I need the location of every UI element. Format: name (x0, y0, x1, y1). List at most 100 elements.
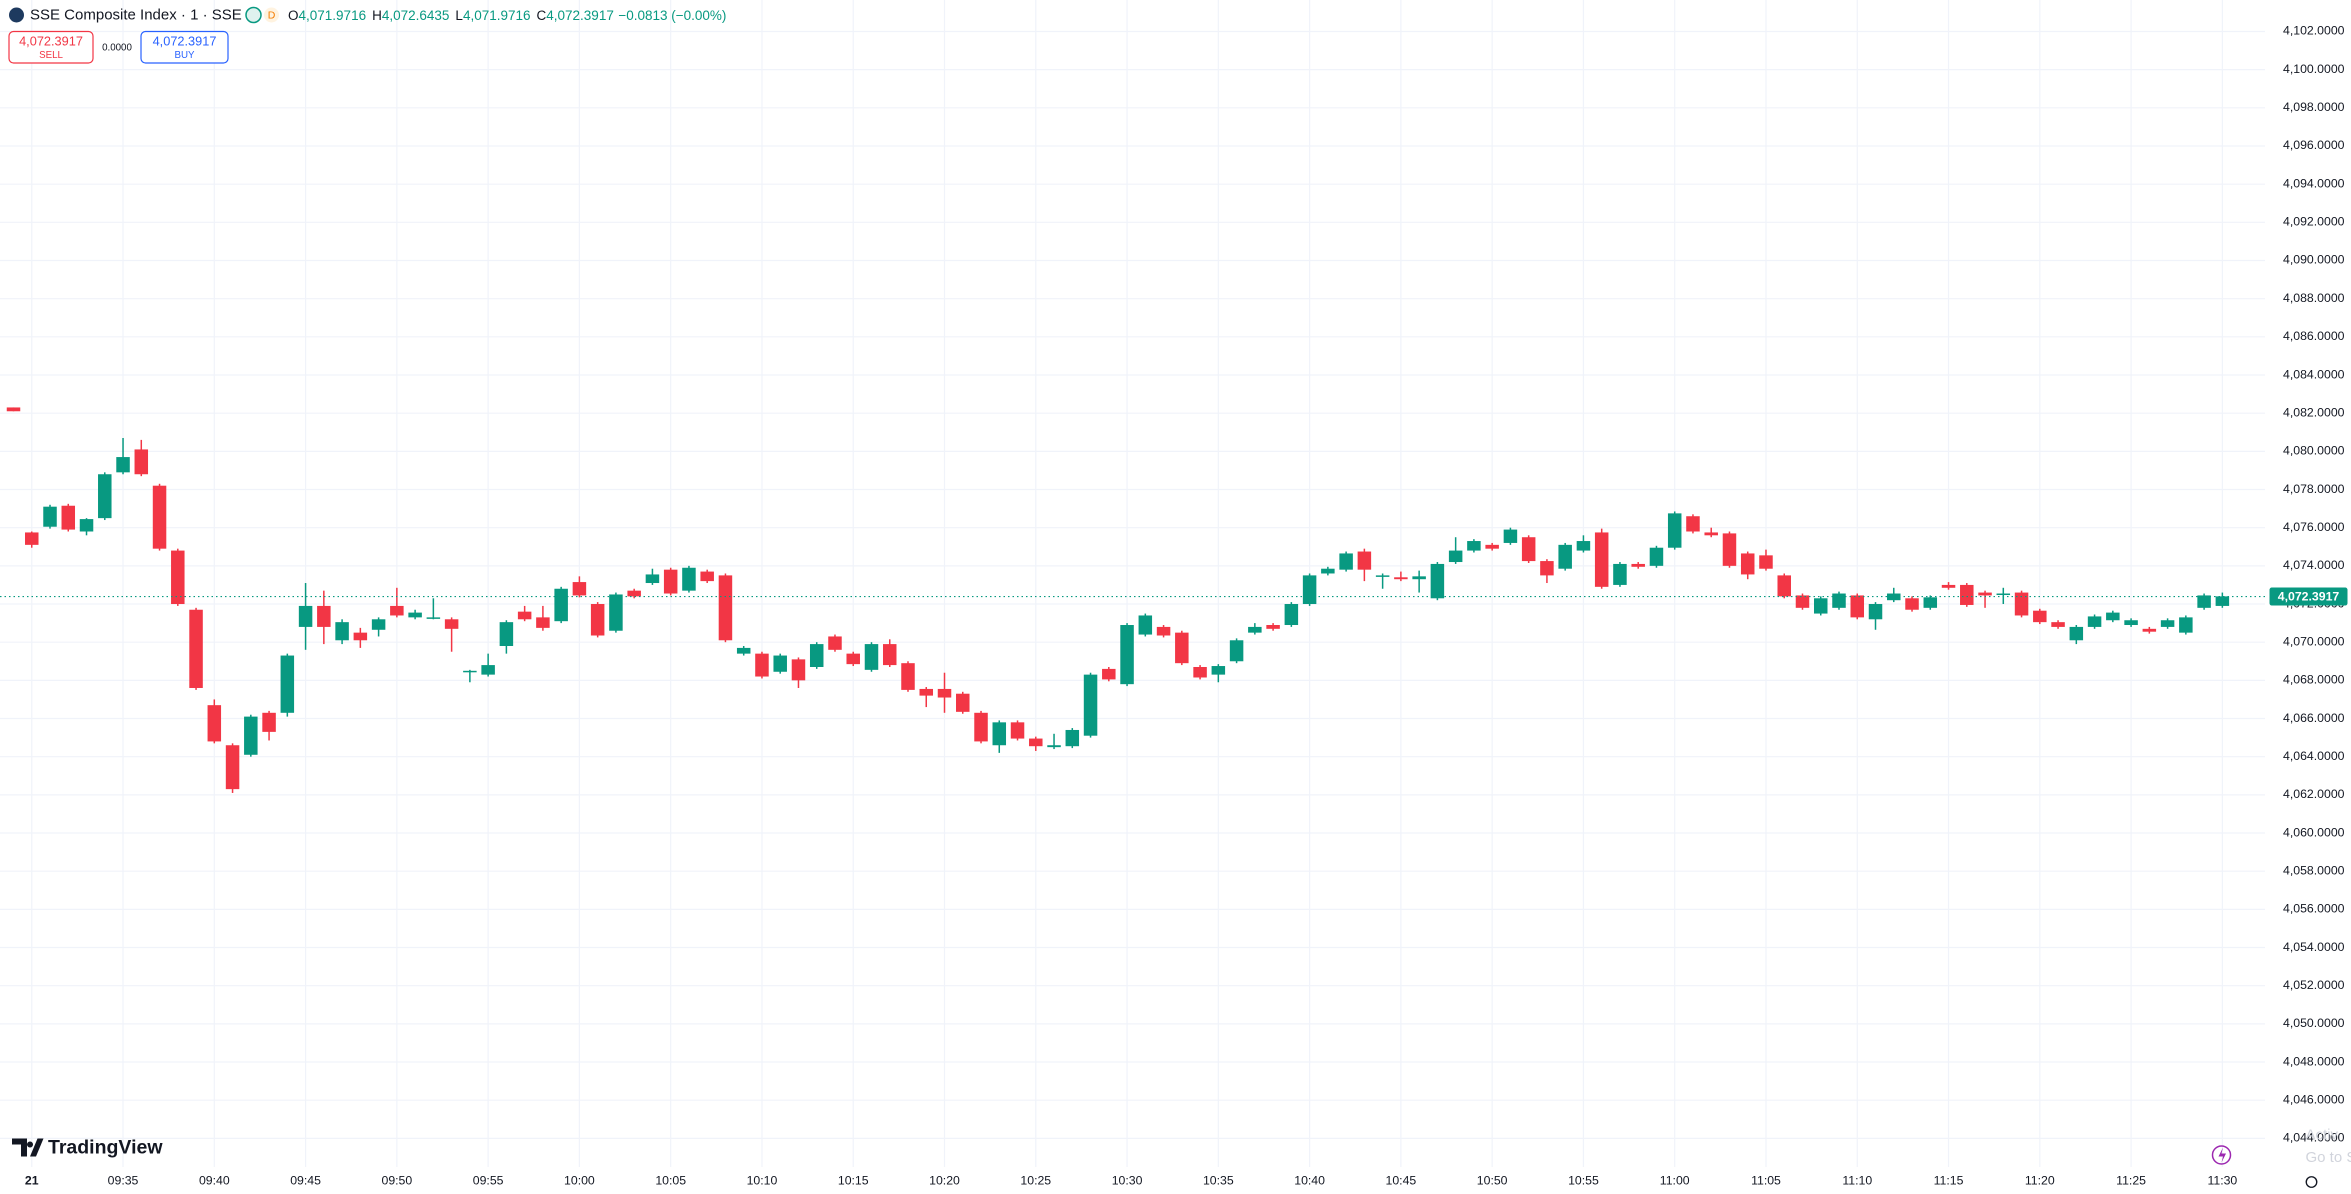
candle-body (2124, 620, 2138, 626)
x-tick-label: 10:40 (1294, 1174, 1325, 1188)
x-tick-label: 10:35 (1203, 1174, 1234, 1188)
y-tick-label: 4,062.0000 (2283, 787, 2345, 801)
candle-body (1065, 729, 1080, 747)
candle-body (1576, 541, 1591, 551)
candle-body (317, 605, 331, 627)
x-tick-label: 09:35 (108, 1174, 139, 1188)
sell-price: 4,072.3917 (19, 33, 83, 48)
candle-body (1467, 541, 1481, 551)
x-tick-label: 11:10 (1842, 1174, 1872, 1188)
candle-body (1960, 584, 1974, 605)
y-tick-label: 4,088.0000 (2283, 291, 2345, 305)
y-tick-label: 4,046.0000 (2283, 1092, 2345, 1106)
x-tick-label: 10:50 (1477, 1174, 1508, 1188)
candle-body (2106, 612, 2120, 621)
candle-body (134, 449, 149, 475)
candle-body (736, 647, 751, 654)
settings-button[interactable] (2305, 1176, 2318, 1188)
candle-body (1156, 626, 1171, 636)
candle-body (718, 575, 733, 641)
candle-body (554, 588, 568, 622)
candle-body (1686, 516, 1700, 532)
candle-body (1631, 563, 1645, 567)
candle-body (536, 617, 550, 628)
y-tick-label: 4,100.0000 (2283, 62, 2345, 76)
candle-body (700, 571, 714, 582)
candle-body (1868, 604, 1883, 620)
symbol-title[interactable]: SSE Composite Index · 1 · SSE (30, 7, 242, 24)
candle-body (1430, 563, 1445, 599)
x-tick-label: 10:10 (747, 1174, 778, 1188)
candle-body (25, 532, 39, 545)
sell-button[interactable] (8, 30, 94, 64)
y-tick-label: 4,080.0000 (2283, 444, 2345, 458)
candle-body (2033, 610, 2047, 623)
candle-body (1083, 674, 1098, 736)
brand-logo (12, 1138, 44, 1157)
candle-body (2069, 626, 2084, 641)
candle-body (572, 582, 587, 596)
candle-body (1266, 625, 1280, 629)
candle-body (481, 665, 495, 675)
candle-body (463, 670, 477, 673)
candle-body (882, 644, 897, 666)
candle-body (1339, 553, 1353, 570)
x-tick-label: 09:55 (473, 1174, 504, 1188)
y-tick-label: 4,064.0000 (2283, 749, 2345, 763)
lightning-icon (2218, 1147, 2227, 1163)
candle-body (98, 474, 112, 519)
candle-body (1302, 575, 1317, 605)
buy-button[interactable] (140, 30, 229, 64)
candle-body (116, 457, 130, 473)
candle-body (79, 519, 94, 532)
candle-body (1412, 576, 1426, 580)
x-tick-label: 10:20 (929, 1174, 960, 1188)
candle-body (682, 567, 696, 591)
candle-body (755, 653, 769, 677)
y-tick-label: 4,098.0000 (2283, 100, 2345, 114)
candle-body (2087, 616, 2102, 627)
candle-body (1211, 666, 1226, 675)
x-tick-label: 10:55 (1568, 1174, 1599, 1188)
y-tick-label: 4,044.0000 (2283, 1131, 2345, 1145)
ohlc-key: C (537, 7, 547, 22)
ohlc-key: O (288, 7, 299, 22)
x-tick-label: 10:05 (655, 1174, 686, 1188)
candle-body (353, 632, 368, 641)
candle-body (663, 569, 678, 594)
candle-body (1978, 592, 1992, 596)
x-tick-label: 10:30 (1112, 1174, 1143, 1188)
candle-body (444, 619, 459, 629)
candle-body (1887, 593, 1901, 601)
candle-body (1996, 593, 2011, 596)
candle-body (1649, 547, 1664, 566)
x-tick-label: 11:30 (2207, 1174, 2237, 1188)
y-tick-label: 4,086.0000 (2283, 329, 2345, 343)
candle-body (244, 716, 258, 755)
ohlc-value: 4,072.6435 (382, 7, 450, 22)
candle-body (1905, 598, 1919, 610)
candle-body (1503, 529, 1518, 543)
ohlc-value: 4,071.9716 (299, 7, 367, 22)
candle-body (1485, 544, 1499, 549)
lightning-button[interactable] (2211, 1145, 2232, 1165)
candle-body (499, 622, 514, 647)
candle-body (1540, 561, 1554, 576)
candle-body (1284, 604, 1299, 626)
x-tick-label: 10:25 (1020, 1174, 1051, 1188)
candle-body (1795, 595, 1810, 608)
candle-body (408, 612, 422, 618)
candle-body (1813, 598, 1828, 614)
candle-body (189, 609, 203, 688)
y-tick-label: 4,082.0000 (2283, 405, 2345, 419)
ohlc-value: 4,071.9716 (463, 7, 531, 22)
y-tick-label: 4,094.0000 (2283, 176, 2345, 190)
candle-body (426, 617, 441, 619)
brand-name[interactable]: TradingView (48, 1136, 163, 1158)
y-tick-label: 4,054.0000 (2283, 940, 2345, 954)
badge-text: D (268, 10, 276, 22)
candle-body (901, 663, 915, 690)
candle-body (974, 712, 988, 742)
x-tick-label: 21 (25, 1174, 39, 1188)
spread: 0.0000 (102, 43, 132, 54)
